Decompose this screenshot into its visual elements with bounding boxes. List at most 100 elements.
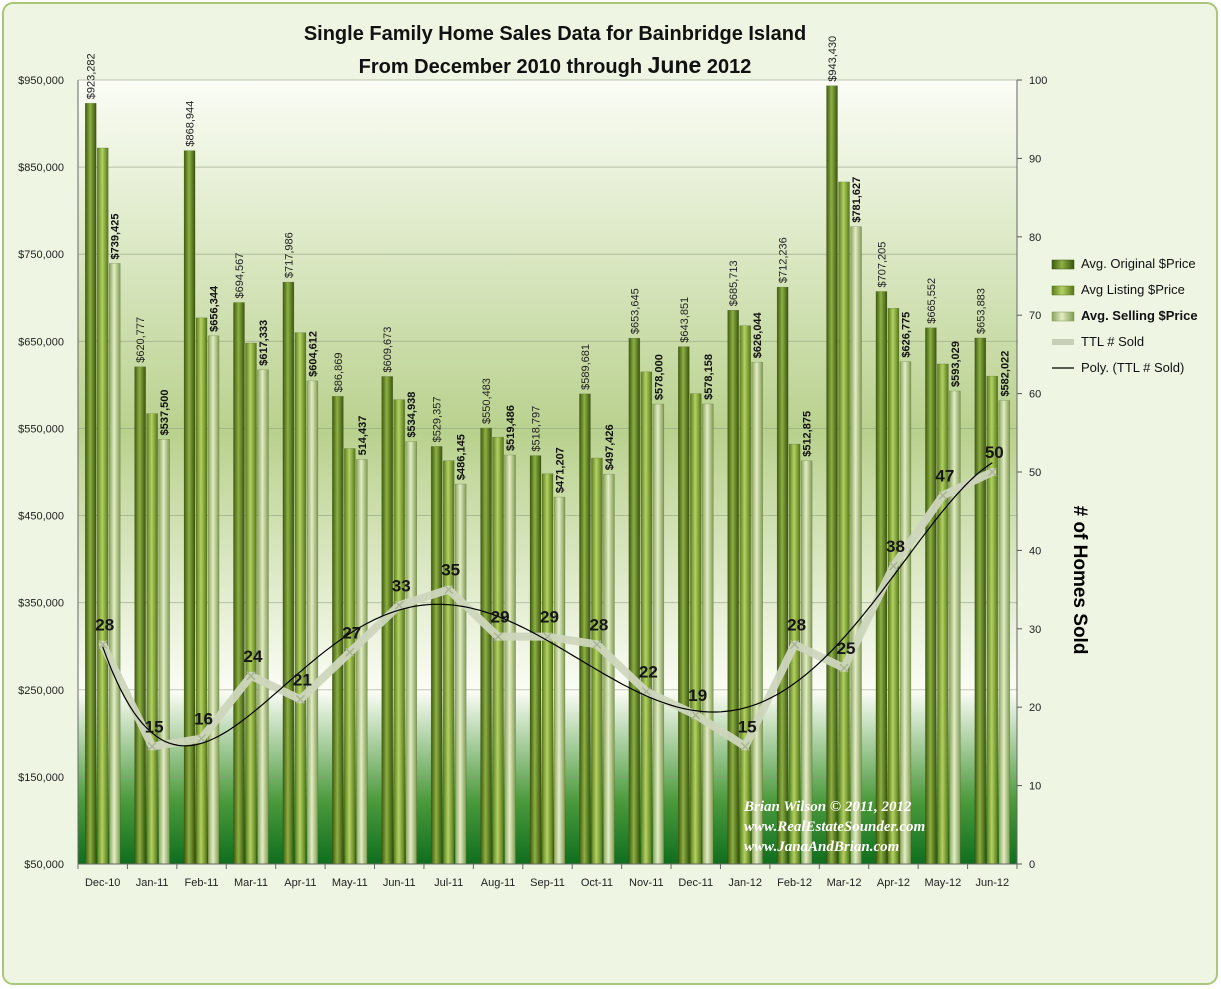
bar-selling-price [306, 380, 319, 865]
bar-original-price [776, 286, 789, 865]
bar-selling-price [553, 496, 566, 865]
bar-listing-price [146, 413, 158, 865]
bar-label-original: $653,883 [975, 288, 987, 334]
y2-tick-label: 80 [1029, 232, 1041, 244]
y2-tick-label: 50 [1029, 467, 1041, 479]
sold-count-label: 15 [145, 717, 164, 736]
bar-listing-price [937, 363, 949, 865]
bar-label-selling: 514,437 [357, 416, 369, 456]
x-tick-label: Sep-11 [530, 877, 565, 889]
bar-label-selling: $739,425 [110, 214, 122, 260]
bar-selling-price [207, 335, 220, 865]
bar-original-price [233, 302, 245, 865]
y-tick-label: $650,000 [18, 336, 64, 348]
x-tick-label: Apr-11 [284, 877, 316, 889]
sold-count-label: 38 [886, 537, 905, 556]
legend-swatch-selling [1051, 311, 1075, 322]
bar-label-original: $653,645 [629, 288, 641, 334]
sold-marker [493, 632, 503, 642]
bar-listing-price [245, 342, 257, 865]
bar-selling-price [257, 369, 269, 865]
sold-count-label: 29 [491, 608, 510, 627]
bar-original-price [826, 85, 838, 865]
bar-label-selling: $486,145 [456, 434, 468, 480]
sold-marker [691, 710, 701, 720]
bar-listing-price [690, 393, 702, 865]
x-tick-label: Dec-11 [678, 877, 713, 889]
bar-label-selling: $626,775 [900, 312, 912, 358]
y-tick-label: $950,000 [18, 75, 64, 87]
bar-selling-price [850, 226, 862, 865]
bar-selling-price [356, 459, 368, 865]
x-tick-label: Dec-10 [85, 877, 120, 889]
bar-original-price [678, 346, 690, 865]
bar-original-price [183, 150, 196, 865]
y2-tick-label: 100 [1029, 75, 1047, 87]
bar-selling-price [158, 439, 170, 865]
x-tick-label: Jul-11 [434, 877, 463, 889]
bar-selling-price [751, 361, 763, 865]
sold-marker [888, 561, 898, 571]
legend-swatch-original [1051, 259, 1075, 270]
y2-tick-label: 10 [1029, 781, 1041, 793]
bar-label-original: $685,713 [728, 260, 740, 306]
bar-selling-price [108, 263, 121, 865]
legend-label: TTL # Sold [1081, 334, 1144, 349]
chart-subtitle: From December 2010 through June 2012 [359, 52, 752, 78]
bar-listing-price [838, 181, 850, 865]
bar-labels: $923,282 $620,777 $868,944 $694,567 $717,986… [86, 36, 1012, 493]
sold-marker [394, 600, 404, 610]
bar-label-original: $518,797 [531, 406, 543, 452]
bar-selling-price [949, 390, 961, 865]
bar-original-price [282, 281, 295, 865]
bar-label-original: $609,673 [382, 327, 394, 373]
bar-label-original: $550,483 [481, 378, 493, 424]
bar-original-price [727, 309, 739, 865]
x-tick-label: Aug-11 [481, 877, 516, 889]
x-tick-label: Mar-12 [827, 877, 862, 889]
credits: Brian Wilson © 2011, 2012 www.RealEstate… [743, 799, 925, 855]
x-tick-label: Jan-11 [136, 877, 169, 889]
sold-count-label: 47 [935, 467, 954, 486]
x-tick-label: Feb-12 [777, 877, 812, 889]
sold-marker [147, 741, 157, 751]
bar-original-price [529, 455, 542, 865]
x-tick-label: Jan-12 [728, 877, 762, 889]
bar-listing-price [195, 317, 208, 865]
bar-selling-price [899, 361, 912, 865]
sold-count-label: 25 [837, 639, 856, 658]
bar-original-price [134, 366, 146, 865]
sold-count-label: 19 [688, 686, 707, 705]
legend-label: Avg. Original $Price [1081, 256, 1196, 271]
legend-label: Avg Listing $Price [1081, 282, 1185, 297]
sold-count-label: 35 [441, 561, 460, 580]
bar-original-price [430, 446, 443, 865]
x-tick-label: May-12 [925, 877, 962, 889]
x-tick-label: Apr-12 [877, 877, 910, 889]
x-tick-label: Jun-12 [975, 877, 1009, 889]
bar-listing-price [887, 307, 900, 865]
bar-selling-price [454, 483, 467, 865]
sold-count-label: 24 [244, 647, 263, 666]
bar-label-original: $86,869 [333, 353, 345, 393]
sold-marker [938, 490, 948, 501]
bar-original-price [84, 103, 97, 865]
bar-label-selling: $534,938 [406, 392, 418, 438]
bar-label-original: $868,944 [185, 101, 197, 147]
sold-count-label: 21 [293, 670, 312, 689]
y2-tick-label: 70 [1029, 310, 1041, 322]
bar-listing-price [294, 332, 307, 865]
sold-marker [444, 585, 454, 595]
bar-original-price [628, 337, 641, 865]
x-tick-label: Oct-11 [581, 877, 613, 889]
y2-tick-label: 20 [1029, 702, 1041, 714]
chart-subtitle-year: 2012 [707, 56, 752, 78]
y-tick-label: $50,000 [24, 859, 64, 871]
bar-label-selling: $656,344 [209, 285, 221, 332]
bar-label-selling: $578,158 [703, 354, 715, 400]
sold-marker [592, 639, 602, 650]
bar-selling-price [998, 400, 1011, 865]
bar-label-original: $643,851 [679, 297, 691, 343]
